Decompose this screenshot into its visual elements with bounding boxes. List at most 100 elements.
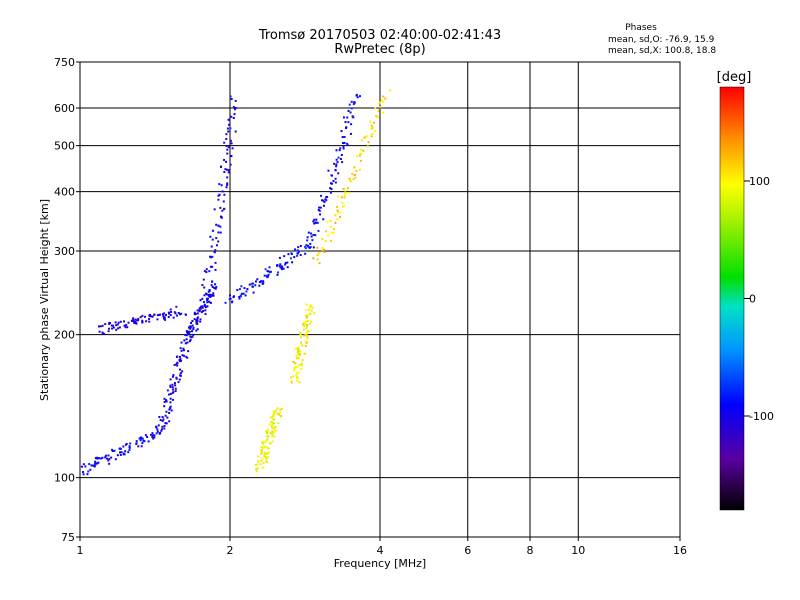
data-point [248, 283, 251, 286]
data-point [169, 401, 172, 404]
data-point [254, 280, 257, 283]
data-point [272, 414, 275, 417]
data-point [172, 375, 175, 378]
data-point [172, 388, 175, 391]
stats-o-mode: mean, sd,O: -76.9, 15.9 [608, 35, 715, 45]
data-point [230, 155, 233, 158]
data-point [226, 127, 229, 130]
data-point [96, 462, 99, 465]
data-point [263, 441, 266, 444]
data-point [258, 284, 261, 287]
data-point [348, 191, 351, 194]
data-point [135, 442, 138, 445]
data-point [223, 141, 226, 144]
data-point [186, 331, 189, 334]
data-point [256, 278, 259, 281]
data-point [214, 283, 217, 286]
data-point [119, 447, 122, 450]
data-point [229, 163, 232, 166]
data-point [322, 218, 325, 221]
data-point [337, 172, 340, 175]
data-point [215, 285, 218, 288]
data-point [302, 325, 305, 328]
data-point [115, 324, 118, 327]
data-point [264, 430, 267, 433]
data-point [303, 352, 306, 355]
data-point [203, 270, 206, 273]
data-point [321, 246, 324, 249]
data-point [213, 287, 216, 290]
data-point [188, 330, 191, 333]
data-point [97, 457, 100, 460]
data-point [203, 303, 206, 306]
y-tick-label: 500 [54, 140, 75, 153]
data-point [165, 400, 168, 403]
y-axis: 75 100 200 300 400 500 600 750 [54, 56, 80, 544]
data-point [296, 350, 299, 353]
data-point [140, 436, 143, 439]
data-point [346, 116, 349, 119]
data-point [335, 163, 338, 166]
data-point [114, 458, 117, 461]
x-tick-label: 10 [571, 544, 585, 557]
data-point [344, 121, 347, 124]
data-point [108, 462, 111, 465]
data-point [266, 452, 269, 455]
data-point [155, 432, 158, 435]
data-point [191, 324, 194, 327]
data-point [307, 313, 310, 316]
data-point [163, 312, 166, 315]
data-point [179, 374, 182, 377]
data-point [174, 387, 177, 390]
data-point [359, 152, 362, 155]
data-point [254, 463, 257, 466]
y-tick-label: 600 [54, 102, 75, 115]
data-point [321, 238, 324, 241]
data-point [129, 442, 132, 445]
data-point [319, 206, 322, 209]
data-point [319, 213, 322, 216]
data-point [273, 422, 276, 425]
data-point [379, 101, 382, 104]
data-point [132, 320, 135, 323]
data-point [268, 266, 271, 269]
data-point [266, 270, 269, 273]
data-point [240, 285, 243, 288]
data-point [352, 178, 355, 181]
data-point [225, 186, 228, 189]
data-point [277, 422, 280, 425]
data-point [211, 238, 214, 241]
data-point [340, 196, 343, 199]
data-point [338, 149, 341, 152]
data-point [260, 446, 263, 449]
data-point [316, 246, 319, 249]
data-point [148, 317, 151, 320]
data-point [179, 358, 182, 361]
data-point [169, 405, 172, 408]
data-point [239, 295, 242, 298]
data-point [196, 316, 199, 319]
data-point [359, 159, 362, 162]
data-point [214, 249, 217, 252]
data-point [181, 354, 184, 357]
data-points [80, 89, 392, 476]
data-point [316, 221, 319, 224]
colorbar-tick-label: 100 [749, 175, 770, 188]
data-point [111, 324, 114, 327]
data-point [271, 426, 274, 429]
data-point [382, 95, 385, 98]
data-point [179, 360, 182, 363]
data-point [187, 333, 190, 336]
data-point [261, 466, 264, 469]
data-point [141, 314, 144, 317]
data-point [279, 266, 282, 269]
data-point [110, 324, 113, 327]
data-point [329, 191, 332, 194]
data-point [299, 331, 302, 334]
data-point [204, 313, 207, 316]
data-point [82, 473, 85, 476]
data-point [208, 300, 211, 303]
data-point [138, 437, 141, 440]
data-point [284, 261, 287, 264]
data-point [298, 354, 301, 357]
